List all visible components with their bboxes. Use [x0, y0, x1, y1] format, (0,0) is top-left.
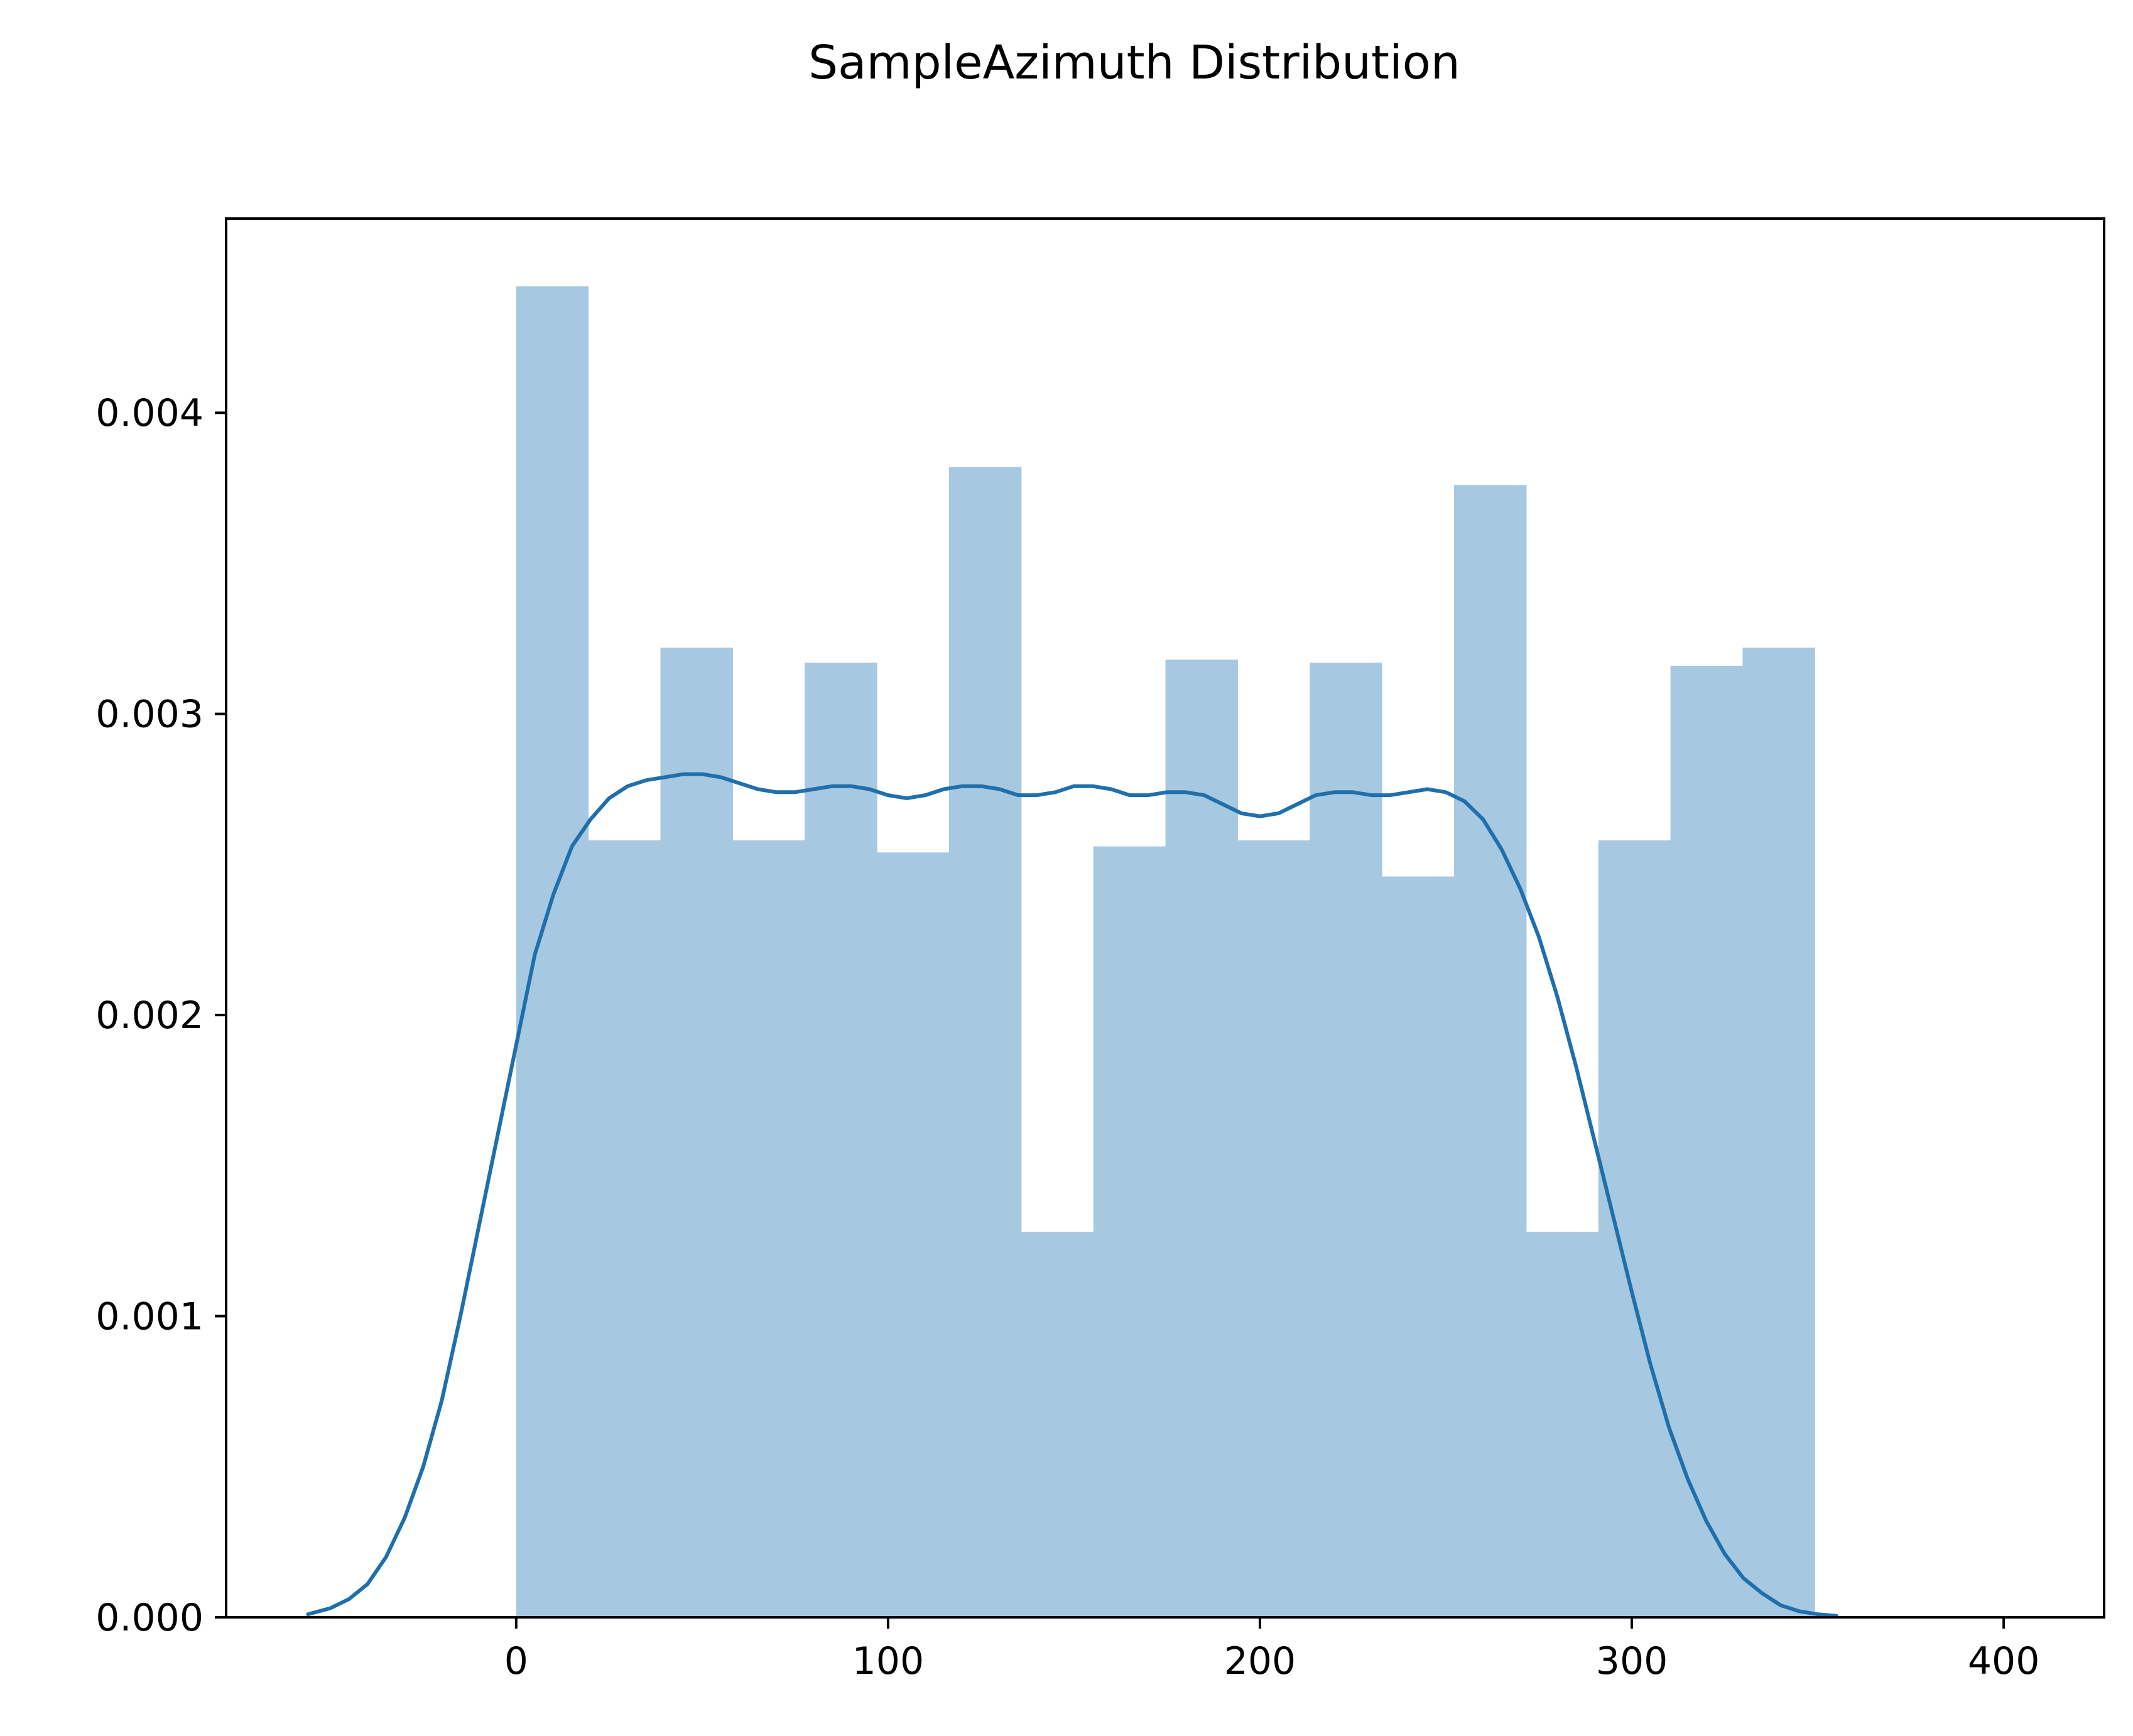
x-tick-label: 100 [852, 1639, 925, 1683]
x-tick-label: 0 [504, 1639, 528, 1683]
histogram-bar-12 [1310, 663, 1382, 1617]
histogram-bar-9 [1093, 846, 1166, 1617]
y-axis: 0.000 0.001 0.002 0.003 0.004 [95, 391, 226, 1640]
histogram-bar-17 [1670, 665, 1743, 1617]
histogram-bar-10 [1165, 659, 1238, 1617]
histogram-bar-11 [1237, 840, 1310, 1617]
plot-frame [225, 217, 2105, 1619]
histogram-bar-15 [1526, 1232, 1599, 1617]
y-tick-label: 0.002 [95, 994, 204, 1038]
x-tick-label: 400 [1968, 1639, 2040, 1683]
histogram-bar-16 [1598, 840, 1671, 1617]
y-tick-label: 0.003 [95, 693, 204, 737]
histogram-bar-14 [1454, 485, 1527, 1617]
x-tick-label: 300 [1596, 1639, 1668, 1683]
histogram-bar-18 [1742, 648, 1815, 1617]
histogram-bar-6 [877, 852, 950, 1617]
x-tick-label: 200 [1224, 1639, 1296, 1683]
y-tick-label: 0.000 [95, 1596, 204, 1640]
histogram-bar-7 [949, 467, 1022, 1617]
histogram-bar-1 [516, 286, 589, 1618]
histogram-bars [516, 286, 1815, 1618]
histogram-bar-5 [805, 663, 877, 1617]
histogram-bar-2 [588, 840, 661, 1617]
histogram-bar-3 [660, 648, 733, 1617]
chart-title: SampleAzimuth Distribution [808, 36, 1460, 90]
kde-curve [306, 772, 1838, 1618]
histogram-bar-13 [1382, 876, 1455, 1617]
x-axis: 0 100 200 300 400 [504, 1617, 2040, 1683]
histogram-bar-4 [732, 840, 805, 1617]
y-tick-label: 0.001 [95, 1295, 204, 1339]
histogram-bar-8 [1021, 1232, 1094, 1617]
y-tick-label: 0.004 [95, 391, 204, 435]
